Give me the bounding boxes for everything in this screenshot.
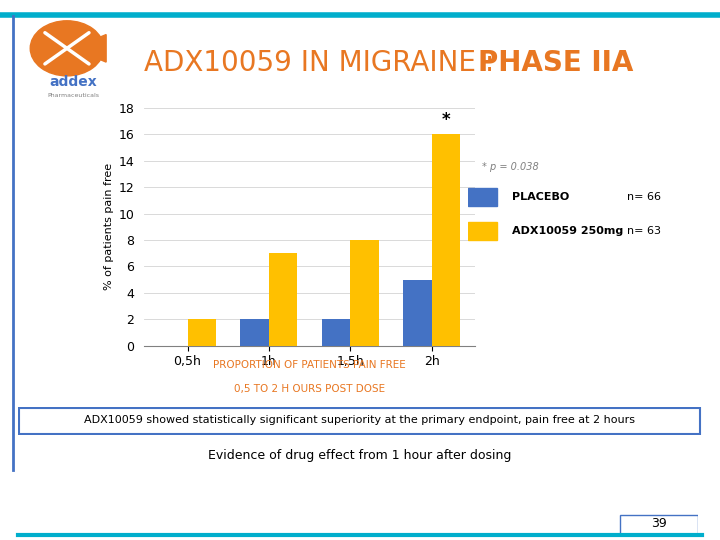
Text: n= 66: n= 66 (627, 192, 661, 202)
Text: addex: addex (49, 75, 97, 89)
Text: Evidence of drug effect from 1 hour after dosing: Evidence of drug effect from 1 hour afte… (208, 449, 512, 462)
Bar (403, 280, 432, 346)
Polygon shape (73, 35, 106, 62)
Bar (468, 188, 498, 206)
Text: PROPORTION OF PATIENTS PAIN FREE: PROPORTION OF PATIENTS PAIN FREE (213, 360, 406, 370)
Text: PHASE IIA: PHASE IIA (478, 49, 634, 77)
Circle shape (30, 21, 104, 76)
Text: PLACEBO: PLACEBO (512, 192, 570, 202)
Text: ADX10059 250mg: ADX10059 250mg (512, 226, 624, 236)
Bar (468, 222, 498, 240)
Bar (240, 319, 269, 346)
Text: n= 63: n= 63 (627, 226, 661, 236)
Text: ADX10059 IN MIGRAINE :: ADX10059 IN MIGRAINE : (144, 49, 503, 77)
Bar (351, 240, 379, 346)
Text: 39: 39 (651, 517, 667, 530)
Text: Scientific proof of concept that mGluR5 inhibition plays a role in the migraine : Scientific proof of concept that mGluR5 … (107, 487, 613, 500)
Text: * p = 0.038: * p = 0.038 (482, 162, 539, 172)
FancyBboxPatch shape (19, 408, 700, 434)
Text: ADX10059 showed statistically significant superiority at the primary endpoint, p: ADX10059 showed statistically significan… (84, 415, 636, 425)
Bar (432, 134, 460, 346)
Bar (187, 319, 216, 346)
Y-axis label: % of patients pain free: % of patients pain free (104, 163, 114, 291)
Text: 0,5 TO 2 H OURS POST DOSE: 0,5 TO 2 H OURS POST DOSE (234, 384, 385, 395)
Bar (269, 253, 297, 346)
Text: Pharmaceuticals: Pharmaceuticals (47, 93, 99, 98)
Bar (322, 319, 351, 346)
Text: *: * (441, 111, 450, 129)
FancyBboxPatch shape (620, 515, 698, 534)
